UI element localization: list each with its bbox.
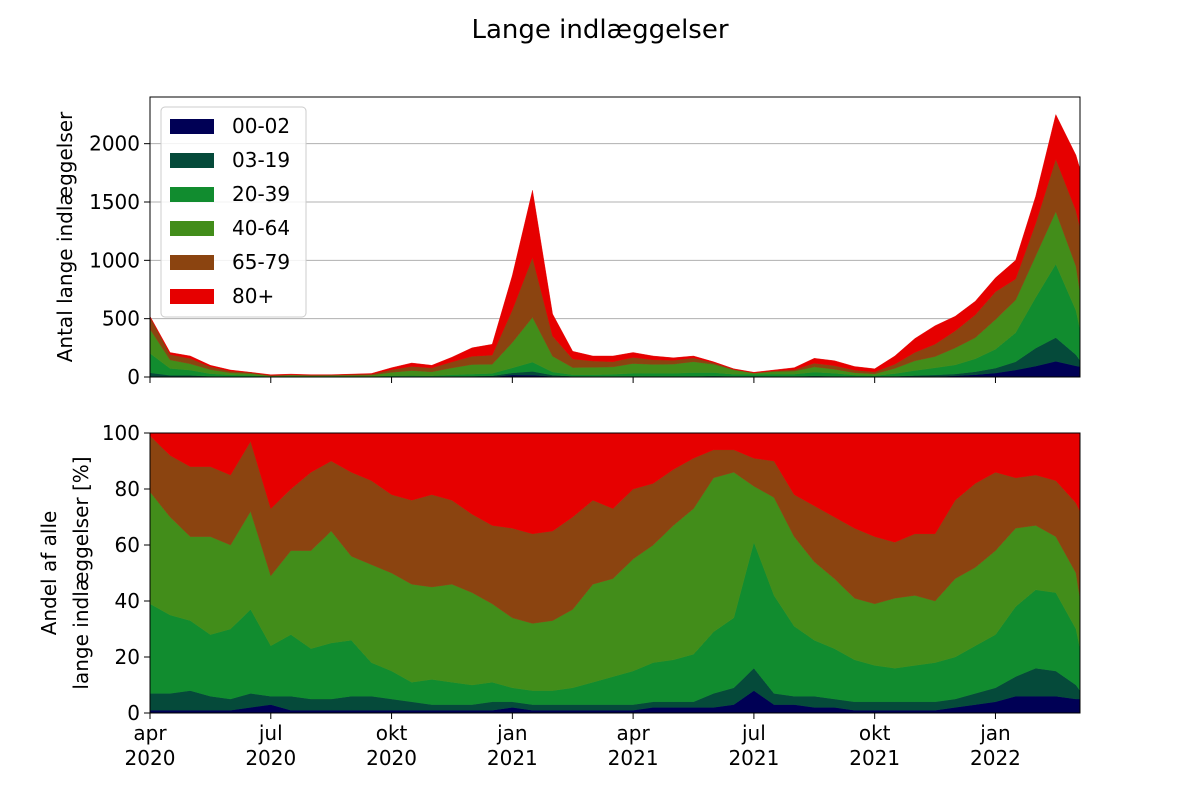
legend-label-20-39: 20-39 <box>232 182 290 206</box>
top-y-tick-label: 2000 <box>89 132 140 156</box>
x-tick-label-month: okt <box>859 721 891 745</box>
top-y-tick-label: 1500 <box>89 190 140 214</box>
bottom-y-tick-label: 0 <box>127 701 140 725</box>
x-tick-label-month: jan <box>979 721 1011 745</box>
top-y-tick-label: 500 <box>102 307 140 331</box>
bottom-y-axis-label-line1: Andel af alle <box>37 511 61 636</box>
x-tick-label-month: jul <box>258 721 283 745</box>
legend-swatch-20-39 <box>170 187 214 202</box>
bottom-areas <box>149 432 1081 714</box>
bottom-y-axis-label-line2: lange indlæggelser [%] <box>69 456 93 689</box>
x-tick-label-year: 2021 <box>608 746 659 770</box>
x-tick-label-year: 2020 <box>366 746 417 770</box>
legend-swatch-00-02 <box>170 119 214 134</box>
chart-title: Lange indlæggelser <box>471 15 728 45</box>
legend-label-00-02: 00-02 <box>232 114 290 138</box>
top-y-axis-label: Antal lange indlæggelser <box>53 111 77 362</box>
bottom-y-ticks: 0 20 40 60 80 100 <box>102 421 150 725</box>
x-tick-label-year: 2020 <box>125 746 176 770</box>
bottom-y-axis-label-2: lange indlæggelser [%] <box>69 456 93 689</box>
top-y-tick-label: 0 <box>127 365 140 389</box>
bottom-y-axis-label: Andel af alle <box>37 511 61 636</box>
top-x-ticks <box>149 377 996 383</box>
top-y-ticks: 0 500 1000 1500 2000 <box>89 132 150 389</box>
legend: 00-02 03-19 20-39 40-64 65-79 80+ <box>160 106 307 318</box>
legend-swatch-40-64 <box>170 221 214 236</box>
top-plot-frame <box>149 96 1081 378</box>
x-tick-label-year: 2022 <box>970 746 1021 770</box>
bottom-y-tick-label: 40 <box>115 589 140 613</box>
bottom-y-tick-label: 20 <box>115 645 140 669</box>
x-tick-label-month: apr <box>617 721 651 745</box>
top-y-tick-label: 1000 <box>89 248 140 272</box>
legend-swatch-03-19 <box>170 153 214 168</box>
bottom-y-tick-label: 80 <box>115 477 140 501</box>
x-tick-label-year: 2020 <box>245 746 296 770</box>
x-tick-label-month: jan <box>496 721 528 745</box>
legend-swatch-65-79 <box>170 255 214 270</box>
legend-label-80+: 80+ <box>232 284 274 308</box>
x-tick-label-year: 2021 <box>728 746 779 770</box>
x-tick-label-year: 2021 <box>487 746 538 770</box>
x-tick-label-month: apr <box>133 721 167 745</box>
bottom-y-tick-label: 100 <box>102 421 140 445</box>
legend-label-03-19: 03-19 <box>232 148 290 172</box>
x-tick-label-year: 2021 <box>849 746 900 770</box>
bottom-y-tick-label: 60 <box>115 533 140 557</box>
legend-label-40-64: 40-64 <box>232 216 290 240</box>
x-tick-label-month: jul <box>741 721 766 745</box>
legend-swatch-80+ <box>170 289 214 304</box>
legend-label-65-79: 65-79 <box>232 250 290 274</box>
bottom-x-ticks: apr2020jul2020okt2020jan2021apr2021jul20… <box>125 713 1021 770</box>
x-tick-label-month: okt <box>376 721 408 745</box>
bottom-plot-frame <box>149 432 1081 714</box>
